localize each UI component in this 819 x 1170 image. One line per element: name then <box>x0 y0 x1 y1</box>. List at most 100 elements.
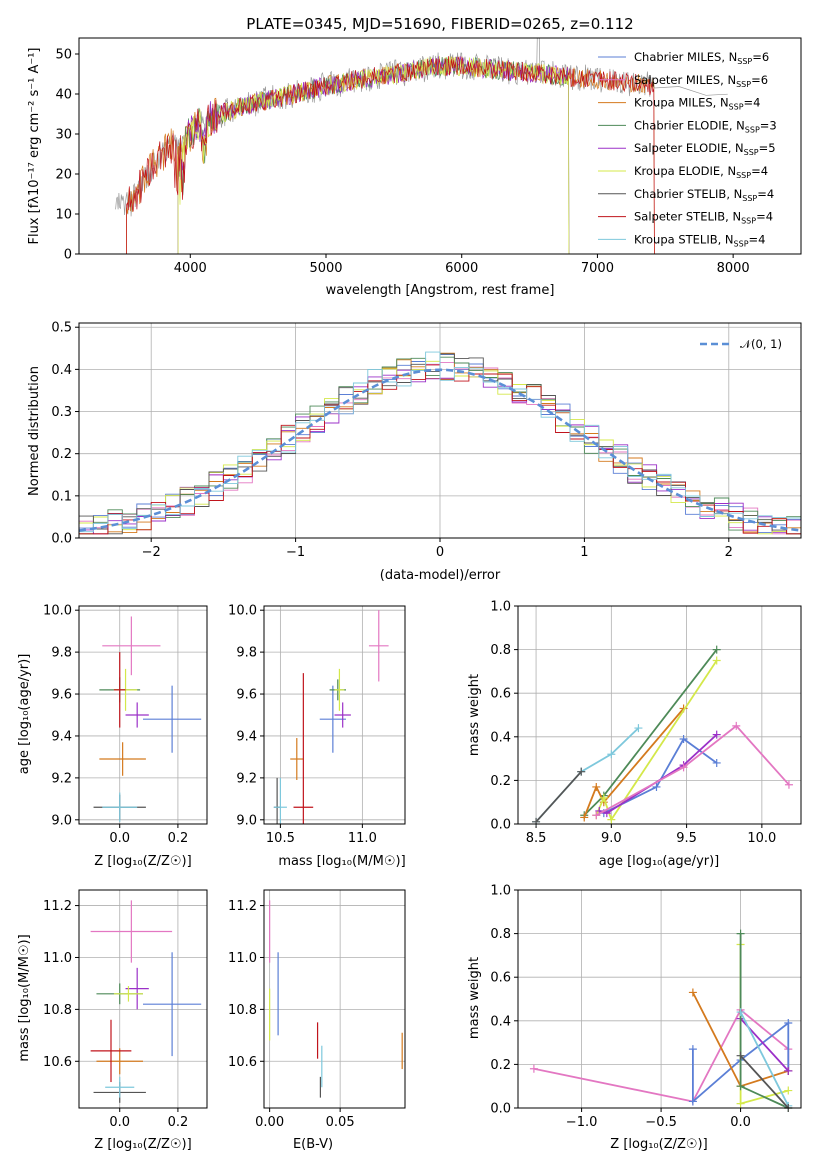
age-weight-plot-area <box>532 645 793 826</box>
z-age-ytick-label: 9.6 <box>51 688 72 703</box>
mass-age-axes: 10.5 11.0 9.0 9.2 9.4 9.6 9.8 10.0 <box>228 604 405 846</box>
ebv-mass-frame <box>263 889 406 1109</box>
z-age-frame <box>78 605 208 825</box>
ebv-mass-ytick-label: 10.6 <box>228 1055 257 1070</box>
residuals-xtick-label: −2 <box>142 545 161 560</box>
spectrum-ytick-label: 50 <box>55 48 72 63</box>
residuals-axes: −2 −1 0 1 2 0.0 0.1 0.2 0.3 0.4 0.5 <box>51 321 801 560</box>
z-weight-ytick-label: 0.0 <box>490 1102 511 1117</box>
residuals-ytick-label: 0.3 <box>51 405 72 420</box>
mass-age-ytick-label: 9.2 <box>236 771 257 786</box>
residuals-ytick-label: 0.0 <box>51 532 72 547</box>
z-mass-xlabel: Z [log₁₀(Z/Z☉)] <box>94 1137 191 1152</box>
z-weight-marker-chabrier_miles <box>688 1045 697 1054</box>
z-weight-ytick-label: 1.0 <box>490 884 511 899</box>
z-age-ylabel: age [log₁₀(age/yr)] <box>17 654 32 775</box>
age-weight-ylabel: mass weight <box>467 674 482 756</box>
spectrum-ytick-label: 40 <box>55 88 72 103</box>
spectrum-xtick-label: 6000 <box>445 261 478 276</box>
spectrum-model-kroupa_miles <box>126 56 655 254</box>
age-weight-marker-kroupa_elodie <box>599 793 608 802</box>
legend-label-chabrier_elodie: Chabrier ELODIE, NSSP=3 <box>634 118 777 134</box>
legend-label-chabrier_stelib: Chabrier STELIB, NSSP=4 <box>634 187 774 203</box>
ebv-mass-xtick-label: 0.00 <box>255 1115 284 1130</box>
age-weight-axes: 8.5 9.0 9.5 10.0 0.0 0.2 0.4 0.6 0.8 1.0 <box>490 600 801 846</box>
residuals-plot-area <box>79 351 801 535</box>
residuals-xlabel: (data-model)/error <box>380 568 501 583</box>
ebv-mass-ytick-label: 11.2 <box>228 899 257 914</box>
spectrum-ylabel: Flux [fλ10⁻¹⁷ erg cm⁻² s⁻¹ A⁻¹] <box>27 48 42 245</box>
residuals-ytick-label: 0.2 <box>51 447 72 462</box>
z-weight-line-kroupa_elodie <box>739 944 789 1105</box>
age-weight-marker-kroupa_miles <box>580 813 589 822</box>
spectrum-ytick-label: 30 <box>55 128 72 143</box>
ebv-mass-xlabel: E(B-V) <box>293 1137 333 1152</box>
ebv-mass-axes: 0.00 0.05 10.6 10.8 11.0 11.2 <box>228 890 405 1130</box>
spectrum-model-kroupa_elodie <box>177 56 570 254</box>
z-age-xtick-label: 0.2 <box>168 831 189 846</box>
age-weight-line-salpeter_miles <box>595 724 790 817</box>
z-weight-marker-chabrier_stelib <box>736 1051 745 1060</box>
age-weight-xtick-label: 8.5 <box>526 831 547 846</box>
age-weight-ytick-label: 0.8 <box>490 643 511 658</box>
residuals-ytick-label: 0.5 <box>51 321 72 336</box>
z-weight-xtick-label: −1.0 <box>566 1115 598 1130</box>
z-weight-ylabel: mass weight <box>467 957 482 1039</box>
spectrum-model-salpeter_elodie <box>177 56 570 254</box>
age-weight-line-salpeter_elodie <box>599 733 718 815</box>
z-age-ytick-label: 9.8 <box>51 646 72 661</box>
ebv-mass-ytick-label: 10.8 <box>228 1003 257 1018</box>
age-weight-xtick-label: 10.0 <box>747 831 776 846</box>
z-mass-plot-area <box>90 900 202 1103</box>
age-weight-marker-salpeter_elodie <box>712 730 721 739</box>
z-age-ytick-label: 10.0 <box>43 604 72 619</box>
z-mass-xtick-label: 0.0 <box>109 1115 130 1130</box>
z-weight-ytick-label: 0.8 <box>490 927 511 942</box>
age-weight-marker-chabrier_stelib <box>577 767 586 776</box>
legend-label-kroupa_stelib: Kroupa STELIB, NSSP=4 <box>634 232 765 248</box>
age-weight-ytick-label: 1.0 <box>490 600 511 615</box>
mass-age-ytick-label: 10.0 <box>228 604 257 619</box>
z-weight-marker-kroupa_elodie <box>784 1086 793 1095</box>
z-weight-ytick-label: 0.4 <box>490 1014 511 1029</box>
age-weight-xlabel: age [log₁₀(age/yr)] <box>599 854 720 869</box>
spectrum-legend: Chabrier MILES, NSSP=6 Salpeter MILES, NS… <box>598 50 777 248</box>
age-weight-marker-kroupa_elodie <box>712 656 721 665</box>
spectrum-ytick-label: 20 <box>55 168 72 183</box>
spectrum-ytick-label: 10 <box>55 208 72 223</box>
legend-label-salpeter_elodie: Salpeter ELODIE, NSSP=5 <box>634 141 776 157</box>
age-weight-line-chabrier_stelib <box>535 771 582 823</box>
ebv-mass-ytick-label: 11.0 <box>228 951 257 966</box>
normal-fit-legend-label: 𝒩(0, 1) <box>740 337 782 351</box>
z-weight-plot-area <box>529 929 793 1112</box>
age-weight-marker-chabrier_miles <box>679 734 688 743</box>
z-weight-ytick-label: 0.6 <box>490 971 511 986</box>
ebv-mass-plot-area <box>269 900 403 1098</box>
age-weight-marker-kroupa_miles <box>592 782 601 791</box>
spectrum-ytick-label: 0 <box>64 248 72 263</box>
z-age-ytick-label: 9.4 <box>51 729 72 744</box>
z-weight-marker-chabrier_miles <box>688 1097 697 1106</box>
spectrum-frame <box>78 37 802 255</box>
residuals-xtick-label: 0 <box>436 545 444 560</box>
z-mass-ytick-label: 10.6 <box>43 1055 72 1070</box>
z-mass-xtick-label: 0.2 <box>168 1115 189 1130</box>
mass-age-ytick-label: 9.4 <box>236 729 257 744</box>
z-age-xtick-label: 0.0 <box>109 831 130 846</box>
age-weight-marker-salpeter_miles <box>592 811 601 820</box>
spectrum-xtick-label: 4000 <box>174 261 207 276</box>
age-weight-frame <box>517 605 802 825</box>
mass-age-ytick-label: 9.6 <box>236 688 257 703</box>
z-weight-marker-kroupa_stelib <box>736 1008 745 1017</box>
z-weight-marker-chabrier_miles <box>784 1018 793 1027</box>
z-weight-xtick-label: −0.5 <box>645 1115 677 1130</box>
residual-hist-kroupa_stelib <box>79 351 801 533</box>
z-mass-axes: 0.0 0.2 10.6 10.8 11.0 11.2 <box>43 890 207 1130</box>
z-mass-ylabel: mass [log₁₀(M/M☉)] <box>17 934 32 1061</box>
age-weight-marker-salpeter_miles <box>732 721 741 730</box>
z-weight-marker-kroupa_elodie <box>736 1099 745 1108</box>
z-mass-ytick-label: 11.2 <box>43 899 72 914</box>
z-weight-marker-salpeter_miles <box>529 1064 538 1073</box>
age-weight-marker-chabrier_elodie <box>712 645 721 654</box>
age-weight-marker-chabrier_miles <box>712 758 721 767</box>
